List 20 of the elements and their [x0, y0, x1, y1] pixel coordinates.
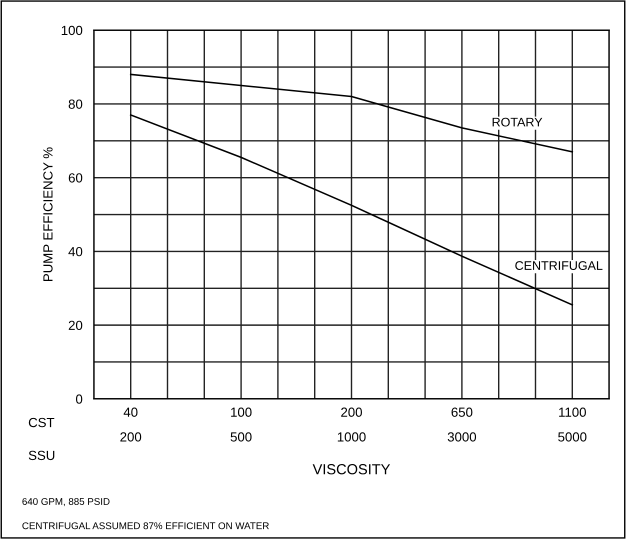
- line-series: [130, 74, 574, 153]
- y-tick-label: 40: [68, 246, 82, 256]
- y-tick-label: 20: [68, 320, 82, 330]
- y-axis-title: PUMP EFFICIENCY %: [43, 147, 53, 282]
- y-tick-label: 80: [68, 99, 82, 109]
- x-tick-label: 100 500: [230, 408, 252, 442]
- x-tick-label: 1100 5000: [558, 408, 586, 442]
- text: 640 GPM, 885 PSID: [22, 498, 110, 506]
- x-axis-title: VISCOSITY: [312, 464, 390, 474]
- x-tick-label: 40 200: [120, 408, 142, 442]
- y-tick-label: 60: [68, 173, 82, 183]
- text: SSU: [28, 450, 54, 460]
- text: CENTRIFUGAL ASSUMED 87% EFFICIENT ON WATER: [22, 522, 269, 530]
- x-tick-label: 200 1000: [338, 408, 366, 442]
- series-label: CENTRIFUGAL: [515, 261, 602, 270]
- y-tick-label: 100: [62, 26, 82, 36]
- text: CST: [28, 418, 54, 428]
- y-tick-label: 0: [76, 394, 82, 404]
- x-tick-label: 650 3000: [448, 408, 476, 442]
- series-label: ROTARY: [492, 118, 542, 127]
